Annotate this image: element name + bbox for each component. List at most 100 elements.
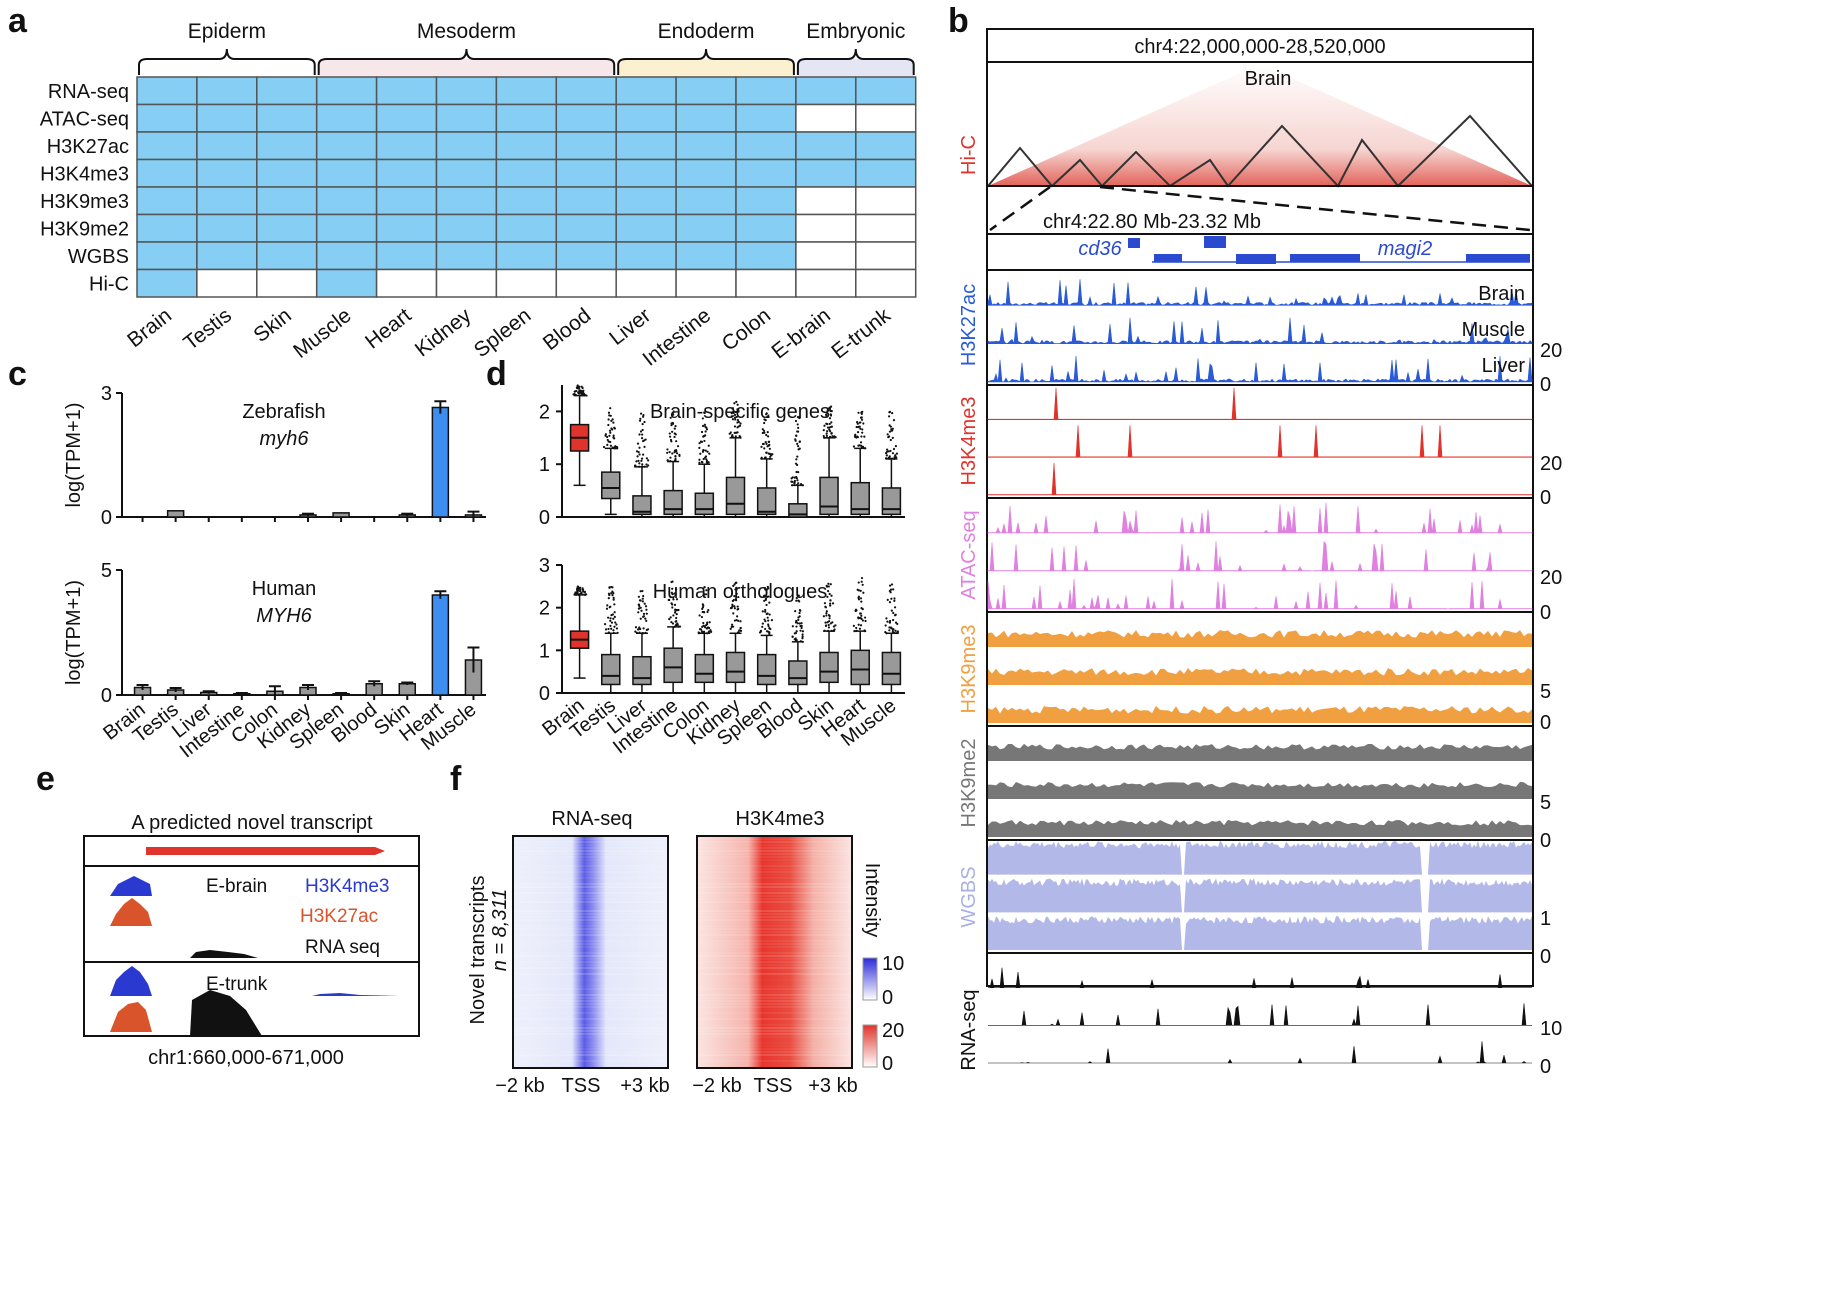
outlier-point: [702, 624, 705, 627]
outlier-point: [668, 450, 671, 454]
outlier-point: [606, 604, 609, 607]
outlier-point: [605, 607, 609, 610]
outlier-point: [732, 584, 735, 587]
outlier-point: [604, 628, 608, 631]
outlier-point: [703, 439, 706, 443]
matrix-cell: [256, 241, 318, 271]
outlier-point: [611, 586, 614, 589]
matrix-cell: [735, 268, 797, 298]
outlier-point: [735, 415, 738, 419]
outlier-point: [860, 416, 863, 419]
heatmap-row-texture: [514, 958, 667, 960]
matrix-cell: [855, 186, 917, 216]
outlier-point: [795, 458, 798, 461]
outlier-point: [642, 453, 645, 456]
matrix-cell: [735, 103, 797, 133]
outlier-point: [826, 410, 829, 413]
outlier-point: [859, 624, 863, 627]
heatmap-row-texture: [514, 844, 667, 846]
outlier-point: [612, 421, 615, 424]
y-tick-label: 5: [101, 560, 112, 582]
h3k27ac-row-label: Muscle: [1462, 319, 1525, 341]
outlier-point: [794, 419, 798, 423]
outlier-point: [609, 619, 612, 623]
hic-label: Hi-C: [958, 135, 980, 175]
outlier-point: [581, 588, 585, 591]
heatmap-row-texture: [698, 952, 851, 954]
outlier-point: [761, 610, 764, 613]
outlier-point: [613, 603, 616, 606]
outlier-point: [701, 450, 705, 453]
outlier-point: [737, 425, 740, 428]
matrix-cell: [315, 213, 378, 243]
outlier-point: [768, 443, 771, 446]
outlier-point: [704, 430, 707, 433]
outlier-point: [674, 620, 677, 623]
matrix-cell: [555, 131, 617, 161]
box: [601, 471, 621, 500]
outlier-point: [675, 598, 679, 601]
outlier-point: [702, 457, 705, 461]
tissue-label: Colon: [718, 304, 775, 356]
outlier-point: [888, 619, 892, 623]
outlier-point: [833, 628, 836, 631]
outlier-point: [825, 610, 828, 613]
outlier-point: [609, 431, 612, 434]
outlier-point: [678, 454, 681, 457]
outlier-point: [852, 624, 855, 627]
outlier-point: [579, 389, 582, 392]
outlier-point: [575, 386, 579, 389]
heatmap-row-texture: [698, 1024, 851, 1026]
matrix-cell: [315, 131, 378, 161]
box: [756, 653, 777, 686]
heatmap-row-texture: [698, 895, 851, 897]
outlier-point: [895, 452, 899, 455]
panel-letter-e: e: [36, 760, 55, 798]
outlier-point: [579, 586, 582, 589]
outlier-point: [831, 621, 834, 624]
panel-b-genome-browser: chr4:22,000,000-28,520,000 Brain Hi-C ch…: [958, 28, 1562, 1078]
track-scale-max: 5: [1540, 681, 1551, 703]
matrix-cell: [495, 268, 558, 298]
heatmap-row-texture: [698, 943, 851, 945]
outlier-point: [886, 433, 889, 436]
outlier-point: [612, 617, 615, 620]
matrix-cell: [435, 268, 498, 298]
outlier-point: [767, 440, 770, 444]
matrix-cell: [615, 131, 677, 161]
outlier-point: [793, 479, 797, 483]
heatmap-row-texture: [514, 904, 667, 906]
outlier-point: [639, 599, 642, 602]
heatmap-row-texture: [514, 1060, 667, 1062]
outlier-point: [893, 606, 897, 609]
matrix-cell: [136, 76, 198, 106]
matrix-cell: [136, 131, 198, 161]
heatmap-row-texture: [514, 931, 667, 933]
outlier-point: [832, 625, 836, 628]
signal-track: [987, 540, 1533, 572]
outlier-point: [735, 400, 738, 403]
chart-title: Zebrafish: [242, 401, 325, 423]
outlier-point: [577, 387, 581, 390]
outlier-point: [585, 394, 588, 397]
outlier-point: [642, 627, 645, 630]
tissue-label: E-trunk: [827, 304, 895, 364]
heatmap-row-texture: [514, 907, 667, 909]
outlier-point: [670, 440, 673, 443]
box: [881, 651, 902, 686]
heatmap-row-texture: [698, 1051, 851, 1053]
outlier-point: [890, 597, 893, 600]
outlier-point: [795, 630, 798, 633]
outlier-point: [794, 439, 797, 442]
matrix-cell: [855, 213, 917, 243]
outlier-point: [761, 442, 765, 446]
outlier-point: [698, 446, 701, 449]
outlier-point: [860, 580, 863, 583]
heatmap-row-texture: [698, 1057, 851, 1059]
outlier-point: [852, 445, 855, 448]
outlier-point: [859, 427, 862, 430]
outlier-point: [888, 621, 891, 624]
heatmap-row-texture: [514, 940, 667, 942]
group-bracket-fill: [618, 59, 794, 77]
outlier-point: [674, 609, 677, 612]
